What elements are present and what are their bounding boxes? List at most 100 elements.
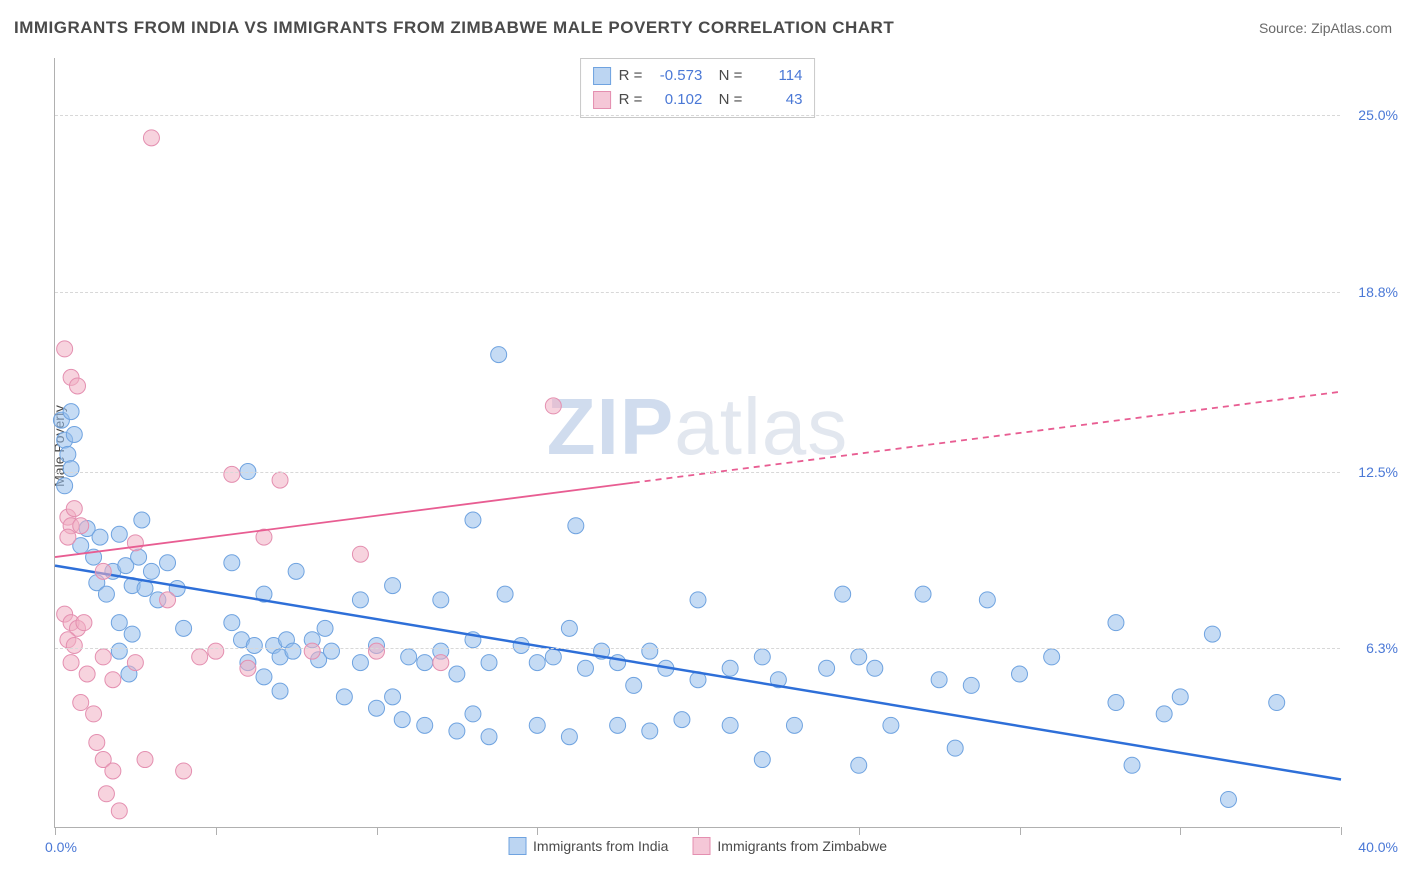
data-point xyxy=(98,586,114,602)
data-point xyxy=(352,546,368,562)
data-point xyxy=(137,752,153,768)
data-point xyxy=(60,446,76,462)
data-point xyxy=(124,626,140,642)
data-point xyxy=(127,535,143,551)
data-point xyxy=(57,478,73,494)
data-point xyxy=(66,637,82,653)
data-point xyxy=(819,660,835,676)
data-point xyxy=(674,712,690,728)
data-point xyxy=(73,695,89,711)
y-tick-label: 6.3% xyxy=(1346,640,1398,656)
data-point xyxy=(224,466,240,482)
y-tick-label: 18.8% xyxy=(1346,284,1398,300)
stat-n-value: 43 xyxy=(750,88,802,112)
data-point xyxy=(417,717,433,733)
stat-r-value: -0.573 xyxy=(650,64,702,88)
legend-label: Immigrants from India xyxy=(533,838,668,854)
x-axis-min-label: 0.0% xyxy=(45,839,77,855)
data-point xyxy=(143,563,159,579)
data-point xyxy=(385,689,401,705)
data-point xyxy=(208,643,224,659)
data-point xyxy=(95,563,111,579)
data-point xyxy=(513,637,529,653)
data-point xyxy=(529,717,545,733)
data-point xyxy=(224,555,240,571)
legend-item: Immigrants from India xyxy=(508,837,668,855)
data-point xyxy=(481,655,497,671)
data-point xyxy=(134,512,150,528)
data-point xyxy=(63,404,79,420)
data-point xyxy=(285,643,301,659)
plot-area: ZIPatlas R =-0.573 N =114R =0.102 N =43 … xyxy=(54,58,1340,828)
x-tick xyxy=(859,827,860,835)
data-point xyxy=(86,706,102,722)
data-point xyxy=(105,763,121,779)
data-point xyxy=(642,723,658,739)
stats-row: R =-0.573 N =114 xyxy=(593,64,803,88)
data-point xyxy=(1108,695,1124,711)
x-tick xyxy=(698,827,699,835)
data-point xyxy=(401,649,417,665)
data-point xyxy=(867,660,883,676)
data-point xyxy=(176,620,192,636)
x-tick xyxy=(216,827,217,835)
data-point xyxy=(369,643,385,659)
data-point xyxy=(1172,689,1188,705)
data-point xyxy=(192,649,208,665)
data-point xyxy=(111,643,127,659)
data-point xyxy=(786,717,802,733)
data-point xyxy=(394,712,410,728)
data-point xyxy=(1204,626,1220,642)
data-point xyxy=(883,717,899,733)
data-point xyxy=(915,586,931,602)
data-point xyxy=(63,655,79,671)
data-point xyxy=(352,592,368,608)
data-point xyxy=(1124,757,1140,773)
x-tick xyxy=(377,827,378,835)
chart-source: Source: ZipAtlas.com xyxy=(1259,20,1392,36)
data-point xyxy=(1269,695,1285,711)
stat-r-label: R = xyxy=(619,88,643,112)
data-point xyxy=(835,586,851,602)
data-point xyxy=(417,655,433,671)
data-point xyxy=(979,592,995,608)
legend-label: Immigrants from Zimbabwe xyxy=(717,838,887,854)
data-point xyxy=(89,734,105,750)
data-point xyxy=(1108,615,1124,631)
chart-title: IMMIGRANTS FROM INDIA VS IMMIGRANTS FROM… xyxy=(14,18,894,38)
data-point xyxy=(336,689,352,705)
data-point xyxy=(433,592,449,608)
x-tick xyxy=(537,827,538,835)
data-point xyxy=(449,723,465,739)
data-point xyxy=(963,677,979,693)
data-point xyxy=(610,655,626,671)
data-point xyxy=(545,649,561,665)
stat-r-value: 0.102 xyxy=(650,88,702,112)
data-point xyxy=(491,347,507,363)
data-point xyxy=(352,655,368,671)
x-tick xyxy=(55,827,56,835)
y-tick-label: 12.5% xyxy=(1346,464,1398,480)
data-point xyxy=(256,669,272,685)
data-point xyxy=(690,592,706,608)
data-point xyxy=(481,729,497,745)
data-point xyxy=(111,615,127,631)
data-point xyxy=(246,637,262,653)
gridline xyxy=(55,115,1340,116)
data-point xyxy=(63,461,79,477)
data-point xyxy=(143,130,159,146)
data-point xyxy=(66,426,82,442)
data-point xyxy=(160,592,176,608)
data-point xyxy=(73,518,89,534)
y-tick-label: 25.0% xyxy=(1346,107,1398,123)
data-point xyxy=(240,660,256,676)
stat-n-label: N = xyxy=(710,88,742,112)
data-point xyxy=(137,580,153,596)
gridline xyxy=(55,292,1340,293)
data-point xyxy=(105,672,121,688)
x-tick xyxy=(1180,827,1181,835)
trend-line-dashed xyxy=(634,392,1341,483)
data-point xyxy=(66,501,82,517)
data-point xyxy=(304,643,320,659)
data-point xyxy=(754,649,770,665)
